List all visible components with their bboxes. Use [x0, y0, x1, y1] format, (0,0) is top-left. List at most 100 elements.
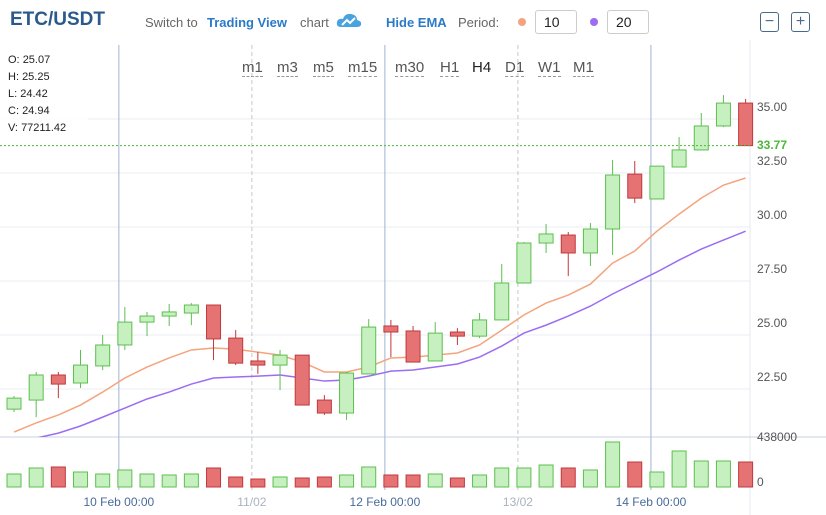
timeframe-link[interactable]: W1 — [538, 59, 561, 77]
timeframe-link[interactable]: D1 — [505, 59, 525, 77]
candle-body — [560, 234, 576, 254]
candle-body — [50, 374, 66, 385]
volume-bar — [427, 473, 443, 488]
candle-body — [383, 325, 399, 333]
candle-body — [494, 282, 510, 321]
timeframe-link[interactable]: H1 — [440, 59, 460, 77]
volume-bar — [538, 464, 554, 488]
ema-line — [37, 230, 746, 437]
candle-body — [250, 360, 266, 366]
candle-body — [738, 102, 754, 147]
candle-body — [693, 125, 709, 151]
volume-bar — [339, 474, 355, 488]
ohlc-value: 24.94 — [22, 105, 50, 117]
y-tick-label: 27.50 — [757, 262, 787, 276]
volume-bar — [250, 478, 266, 488]
candle-body — [715, 102, 731, 127]
ohlc-row: H: 25.25 — [8, 71, 50, 83]
volume-bar — [738, 461, 754, 488]
y-tick-label: 30.00 — [757, 208, 787, 222]
ema-line — [13, 177, 746, 433]
volume-tick-label: 0 — [757, 475, 764, 489]
volume-bar — [6, 473, 22, 488]
volume-bar — [715, 460, 731, 488]
candle-body — [516, 242, 532, 284]
candle-body — [161, 311, 177, 317]
ohlc-value: 24.42 — [20, 88, 48, 100]
period-input[interactable]: 20 — [607, 10, 649, 34]
timeframe-link[interactable]: H4 — [472, 59, 492, 76]
ohlc-label: V: — [8, 122, 18, 134]
candle-body — [206, 304, 222, 340]
candle-body — [361, 326, 377, 375]
volume-bar — [582, 469, 598, 488]
timeframe-link[interactable]: m15 — [348, 59, 378, 77]
volume-bar — [206, 467, 222, 488]
volume-bar — [627, 461, 643, 488]
volume-bar — [693, 460, 709, 488]
candle-body — [605, 174, 621, 230]
volume-bar — [516, 467, 532, 488]
ohlc-label: H: — [8, 71, 19, 83]
switch-prefix: Switch to — [145, 15, 198, 30]
volume-bar — [605, 441, 621, 488]
trading-view-link[interactable]: Trading View — [207, 15, 287, 30]
ema-color-dot — [590, 18, 598, 26]
candle-body — [649, 165, 665, 200]
ohlc-value: 25.07 — [22, 54, 51, 66]
volume-bar — [383, 474, 399, 488]
hide-ema[interactable]: Hide EMA — [386, 15, 447, 30]
volume-bar — [161, 474, 177, 488]
zoom-out-button[interactable]: − — [760, 12, 779, 32]
candle-body — [427, 332, 443, 362]
ohlc-value: 77211.42 — [21, 122, 67, 134]
timeframe-link[interactable]: m1 — [242, 59, 263, 77]
ohlc-box: O: 25.07 H: 25.25 L: 24.42 C: 24.94 V: 77211… — [0, 50, 88, 142]
cloud-icon — [336, 13, 362, 27]
ohlc-row: C: 24.94 — [8, 105, 50, 117]
last-price-label: 33.77 — [757, 138, 787, 152]
timeframe-link[interactable]: m3 — [277, 59, 298, 77]
volume-bar — [50, 466, 66, 488]
symbol: ETC/USDT — [10, 9, 105, 30]
y-tick-label: 35.00 — [757, 100, 787, 114]
candle-body — [28, 374, 44, 401]
candle-body — [294, 354, 310, 406]
candle-body — [316, 399, 332, 414]
candle-body — [272, 354, 288, 366]
volume-bar — [73, 471, 89, 488]
timeframe-link[interactable]: m30 — [395, 59, 425, 77]
candle-body — [339, 372, 355, 414]
volume-bar — [449, 477, 465, 488]
x-tick-label: 11/02 — [237, 495, 266, 509]
volume-bar — [361, 466, 377, 488]
candle-body — [95, 344, 111, 367]
volume-bar — [28, 467, 44, 488]
candle-body — [228, 337, 244, 364]
y-tick-label: 22.50 — [757, 370, 787, 384]
volume-bar — [117, 469, 133, 488]
period-label: Period: — [458, 15, 500, 30]
switch-suffix: chart — [300, 15, 329, 30]
volume-bar — [649, 471, 665, 488]
volume-bar — [228, 476, 244, 488]
ohlc-row: O: 25.07 — [8, 54, 50, 66]
candle-body — [627, 173, 643, 199]
y-tick-label: 32.50 — [757, 154, 787, 168]
timeframe-link[interactable]: M1 — [573, 59, 594, 77]
ohlc-row: L: 24.42 — [8, 88, 48, 100]
x-tick-label: 12 Feb 00:00 — [350, 495, 421, 509]
candle-body — [449, 331, 465, 337]
ohlc-row: V: 77211.42 — [8, 122, 66, 134]
ohlc-label: O: — [8, 54, 20, 66]
volume-bar — [95, 473, 111, 488]
timeframe-link[interactable]: m5 — [313, 59, 334, 77]
x-tick-label: 10 Feb 00:00 — [83, 495, 154, 509]
zoom-in-button[interactable]: + — [791, 12, 810, 32]
volume-bar — [405, 474, 421, 488]
period-input[interactable]: 10 — [535, 10, 577, 34]
candle-body — [538, 233, 554, 244]
ema-color-dot — [518, 18, 526, 26]
volume-bar — [560, 467, 576, 488]
